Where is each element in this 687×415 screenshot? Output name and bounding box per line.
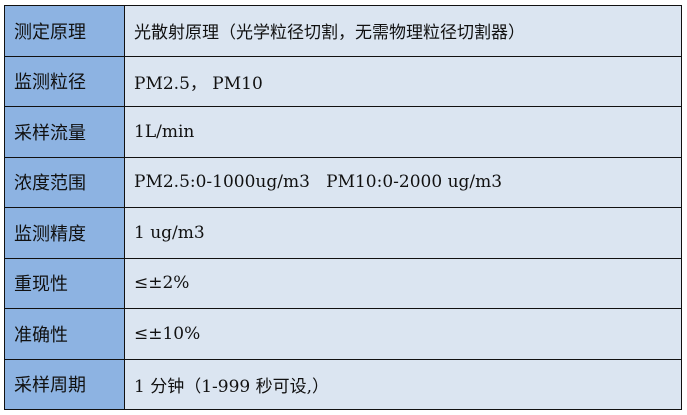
table-row: 采样周期 1 分钟（1-999 秒可设,） — [4, 358, 682, 410]
table-row: 采样流量 1L/min — [4, 106, 682, 158]
spec-label: 监测粒径 — [4, 55, 125, 107]
spec-label: 测定原理 — [4, 5, 125, 57]
table-row: 测定原理 光散射原理（光学粒径切割，无需物理粒径切割器） — [4, 5, 682, 57]
table-row: 浓度范围 PM2.5:0-1000ug/m3 PM10:0-2000 ug/m3 — [4, 156, 682, 208]
spec-label: 采样流量 — [4, 106, 125, 158]
spec-table: 测定原理 光散射原理（光学粒径切割，无需物理粒径切割器） 监测粒径 PM2.5， PM… — [4, 5, 682, 410]
spec-value: 1 ug/m3 — [124, 207, 682, 259]
spec-value: 1 分钟（1-999 秒可设,） — [124, 358, 682, 410]
spec-value: PM2.5:0-1000ug/m3 PM10:0-2000 ug/m3 — [124, 156, 682, 208]
table-row: 重现性 ≤±2% — [4, 257, 682, 309]
spec-label: 监测精度 — [4, 207, 125, 259]
spec-label: 准确性 — [4, 308, 125, 360]
spec-value: ≤±2% — [124, 257, 682, 309]
spec-value: PM2.5， PM10 — [124, 55, 682, 107]
table-row: 准确性 ≤±10% — [4, 308, 682, 360]
spec-label: 浓度范围 — [4, 156, 125, 208]
table-row: 监测精度 1 ug/m3 — [4, 207, 682, 259]
spec-value: 光散射原理（光学粒径切割，无需物理粒径切割器） — [124, 5, 682, 57]
spec-label: 重现性 — [4, 257, 125, 309]
spec-label: 采样周期 — [4, 358, 125, 410]
spec-value: 1L/min — [124, 106, 682, 158]
spec-value: ≤±10% — [124, 308, 682, 360]
table-row: 监测粒径 PM2.5， PM10 — [4, 55, 682, 107]
